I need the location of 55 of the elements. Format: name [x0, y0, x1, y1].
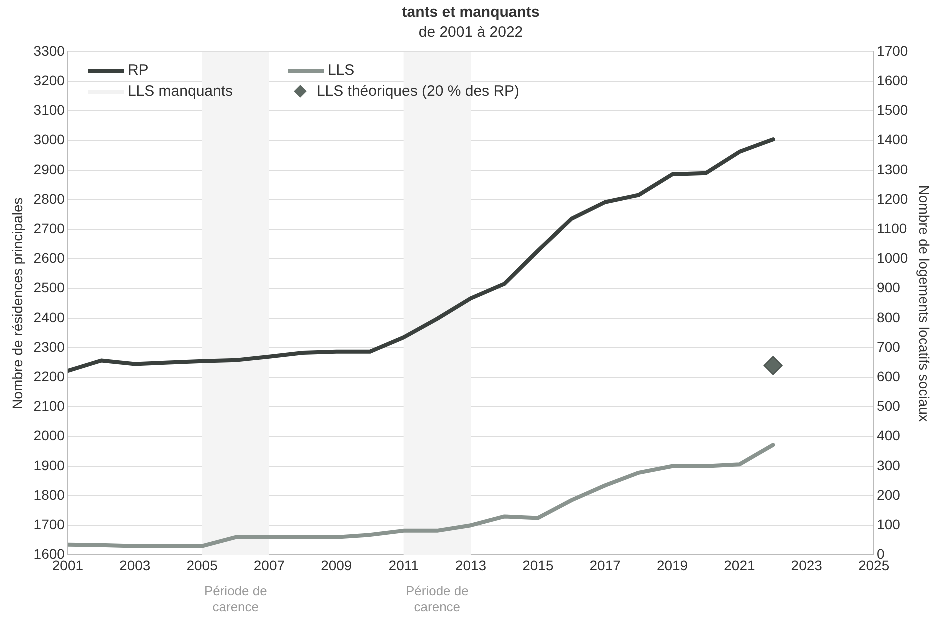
legend-label: LLS théoriques (20 % des RP) — [316, 83, 520, 100]
y-tick-label: 2700 — [34, 220, 66, 236]
y2-tick-label: 1200 — [877, 190, 908, 207]
y-tick-label: 2200 — [34, 368, 66, 384]
y-axis-title: Nombre de résidences principales — [9, 198, 26, 410]
x-tick-label: 2009 — [321, 557, 352, 574]
y2-tick-label: 1600 — [877, 72, 908, 88]
band-label: Période de carence — [204, 583, 268, 614]
y-tick-label: 2000 — [34, 428, 66, 444]
x-tick-label: 2021 — [724, 557, 756, 574]
y-tick-label: 3200 — [34, 72, 66, 88]
x-tick-label: 2007 — [254, 557, 286, 574]
y-tick-label: 2600 — [34, 250, 66, 266]
x-tick-label: 2017 — [590, 557, 622, 574]
x-tick-label: 2023 — [791, 557, 823, 574]
y-tick-label: 3000 — [34, 132, 66, 148]
chart-title: tants et manquants — [402, 4, 540, 22]
y2-tick-label: 1700 — [877, 42, 908, 59]
y2-tick-label: 800 — [877, 309, 901, 326]
x-tick-label: 2013 — [455, 557, 487, 574]
band-label: Période de carence — [406, 583, 469, 614]
x-tick-label: 2019 — [656, 557, 688, 574]
y2-tick-label: 1300 — [877, 161, 908, 178]
y2-tick-label: 1100 — [877, 220, 908, 236]
legend-label: RP — [128, 62, 149, 79]
y-tick-label: 2300 — [34, 338, 66, 355]
y-tick-label: 1800 — [34, 486, 66, 503]
y-tick-label: 3300 — [34, 42, 66, 59]
x-tick-label: 2003 — [120, 557, 151, 574]
y-tick-label: 2500 — [34, 280, 66, 296]
y2-tick-label: 500 — [877, 398, 901, 414]
y2-tick-label: 1500 — [877, 102, 908, 118]
y-tick-label: 2900 — [34, 161, 66, 178]
y2-axis-title: Nombre de logements locatifs sociaux — [916, 185, 933, 422]
x-tick-label: 2005 — [186, 557, 218, 574]
y-tick-label: 2800 — [34, 190, 66, 207]
x-tick-label: 2015 — [522, 557, 554, 574]
y2-tick-label: 400 — [877, 428, 901, 444]
y-tick-label: 1700 — [34, 516, 66, 532]
y-tick-label: 2100 — [34, 398, 66, 414]
y-tick-label: 3100 — [34, 102, 66, 118]
y2-tick-label: 200 — [877, 486, 901, 503]
legend-label: LLS — [328, 62, 355, 79]
y2-tick-label: 1400 — [877, 132, 908, 148]
y2-tick-label: 100 — [877, 516, 901, 532]
y2-tick-label: 1000 — [877, 250, 908, 266]
x-tick-label: 2011 — [388, 557, 420, 574]
y-tick-label: 1900 — [34, 457, 66, 474]
y2-tick-label: 300 — [877, 457, 901, 474]
y2-tick-label: 700 — [877, 338, 901, 355]
y2-tick-label: 600 — [877, 368, 901, 384]
y-tick-label: 2400 — [34, 309, 66, 326]
legend-label: LLS manquants — [128, 83, 234, 100]
y2-tick-label: 900 — [877, 280, 901, 296]
chart-subtitle: de 2001 à 2022 — [418, 24, 524, 42]
